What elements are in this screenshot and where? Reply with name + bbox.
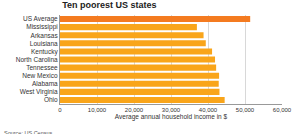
svg-text:30,000: 30,000 <box>162 107 181 113</box>
svg-text:North Carolina: North Carolina <box>16 56 58 63</box>
svg-text:Ohio: Ohio <box>44 96 58 103</box>
svg-text:Average annual household incom: Average annual household income in $ <box>115 113 228 121</box>
svg-text:0: 0 <box>58 107 62 113</box>
svg-text:50,000: 50,000 <box>236 107 255 113</box>
svg-text:Alabama: Alabama <box>32 80 58 87</box>
svg-text:Kentucky: Kentucky <box>31 48 58 56</box>
svg-text:10,000: 10,000 <box>88 107 107 113</box>
svg-text:US Average: US Average <box>23 15 58 23</box>
svg-text:40,000: 40,000 <box>199 107 218 113</box>
svg-text:60,000: 60,000 <box>273 107 292 113</box>
svg-text:Mississippi: Mississippi <box>26 23 57 31</box>
svg-text:New Mexico: New Mexico <box>22 72 58 79</box>
svg-text:West Virginia: West Virginia <box>20 88 58 96</box>
svg-text:Source: US Census: Source: US Census <box>4 130 53 134</box>
svg-text:20,000: 20,000 <box>125 107 144 113</box>
svg-text:Tennessee: Tennessee <box>26 64 58 71</box>
svg-text:Arkansas: Arkansas <box>31 32 59 39</box>
svg-text:Louisiana: Louisiana <box>30 40 58 47</box>
svg-text:Ten poorest US states: Ten poorest US states <box>62 0 156 10</box>
